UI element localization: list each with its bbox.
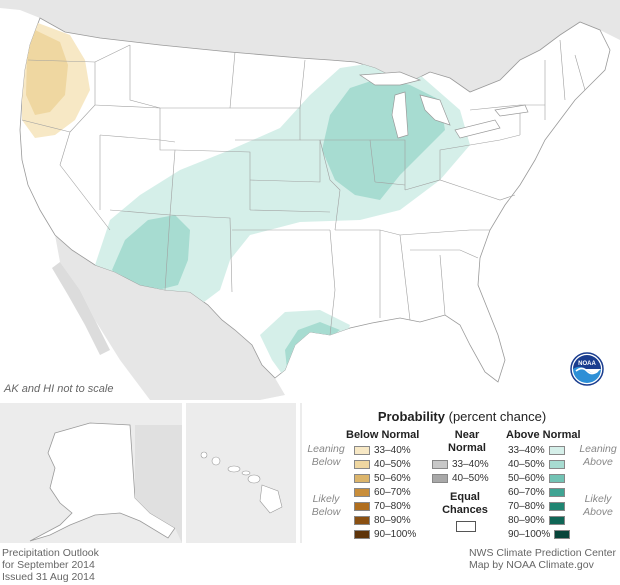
above-normal-row: 80–90% <box>508 515 565 526</box>
below-normal-row: 90–100% <box>354 529 416 540</box>
above-normal-row: 60–70% <box>508 487 565 498</box>
above-normal-swatch <box>548 502 565 511</box>
above-normal-label: 80–90% <box>508 515 545 526</box>
below-normal-row: 80–90% <box>354 515 411 526</box>
below-normal-swatch <box>354 446 370 455</box>
scale-note: AK and HI not to scale <box>4 383 114 395</box>
contiguous-us-map <box>0 0 620 400</box>
below-normal-label: 80–90% <box>374 515 411 526</box>
below-40-50-pnw <box>26 30 68 115</box>
above-normal-row: 70–80% <box>508 501 565 512</box>
canada-land <box>0 0 620 92</box>
below-normal-row: 60–70% <box>354 487 411 498</box>
above-normal-header: Above Normal <box>506 429 581 441</box>
likely-above-label: Likely Above <box>583 493 613 518</box>
below-normal-row: 50–60% <box>354 473 411 484</box>
above-normal-swatch <box>548 446 565 455</box>
below-normal-swatch <box>354 530 370 539</box>
below-normal-label: 90–100% <box>374 529 417 540</box>
above-normal-swatch <box>554 530 571 539</box>
above-normal-label: 33–40% <box>508 445 545 456</box>
above-normal-swatch <box>548 516 565 525</box>
below-normal-swatch <box>354 474 370 483</box>
baja-peninsula <box>52 262 110 355</box>
above-normal-label: 60–70% <box>508 487 545 498</box>
alaska-inset <box>0 403 182 543</box>
below-normal-label: 40–50% <box>374 459 411 470</box>
above-normal-swatch <box>548 460 565 469</box>
below-normal-label: 70–80% <box>374 501 411 512</box>
above-normal-label: 50–60% <box>508 473 545 484</box>
below-normal-swatch <box>354 502 370 511</box>
noaa-logo-text: NOAA <box>578 361 596 367</box>
near-normal-swatch <box>432 474 448 483</box>
state-boundaries <box>21 39 586 336</box>
hawaii-map <box>200 451 283 514</box>
above-normal-swatch <box>548 488 565 497</box>
above-normal-row: 40–50% <box>508 459 565 470</box>
legend-title: Probability (percent chance) <box>377 409 547 424</box>
noaa-logo: NOAA <box>570 352 604 386</box>
below-normal-label: 33–40% <box>374 445 411 456</box>
great-lakes <box>358 71 529 139</box>
footer-right: NWS Climate Prediction Center Map by NOA… <box>468 547 616 571</box>
below-normal-header: Below Normal <box>346 429 420 441</box>
below-normal-swatch <box>354 460 370 469</box>
above-normal-label: 70–80% <box>508 501 545 512</box>
below-normal-label: 60–70% <box>374 487 411 498</box>
near-normal-label: 33–40% <box>452 459 489 470</box>
hawaii-inset <box>186 403 296 543</box>
below-normal-swatch <box>354 488 370 497</box>
above-normal-row: 90–100% <box>508 529 571 540</box>
mexico-land <box>55 235 285 400</box>
leaning-above-label: Leaning Above <box>579 443 617 468</box>
above-40-50-southwest <box>112 215 190 292</box>
near-normal-row: 40–50% <box>432 473 489 484</box>
near-normal-header: Near Normal <box>448 429 486 454</box>
equal-chances-swatch <box>456 521 476 532</box>
near-normal-row: 33–40% <box>432 459 489 470</box>
alaska-map <box>29 422 182 543</box>
likely-below-label: Likely Below <box>311 493 341 518</box>
above-normal-label: 90–100% <box>508 529 551 540</box>
above-normal-row: 50–60% <box>508 473 565 484</box>
below-normal-swatch <box>354 516 370 525</box>
below-normal-row: 33–40% <box>354 445 411 456</box>
above-normal-swatch <box>548 474 565 483</box>
probability-legend: Probability (percent chance) Below Norma… <box>300 403 620 543</box>
equal-chances-label: Equal Chances <box>442 491 488 516</box>
leaning-below-label: Leaning Below <box>307 443 345 468</box>
near-normal-swatch <box>432 460 448 469</box>
near-normal-label: 40–50% <box>452 473 489 484</box>
above-normal-row: 33–40% <box>508 445 565 456</box>
below-normal-label: 50–60% <box>374 473 411 484</box>
below-normal-row: 70–80% <box>354 501 411 512</box>
below-normal-row: 40–50% <box>354 459 411 470</box>
footer-left: Precipitation Outlook for September 2014… <box>2 547 99 583</box>
above-normal-label: 40–50% <box>508 459 545 470</box>
above-40-50-midwest <box>322 78 445 200</box>
